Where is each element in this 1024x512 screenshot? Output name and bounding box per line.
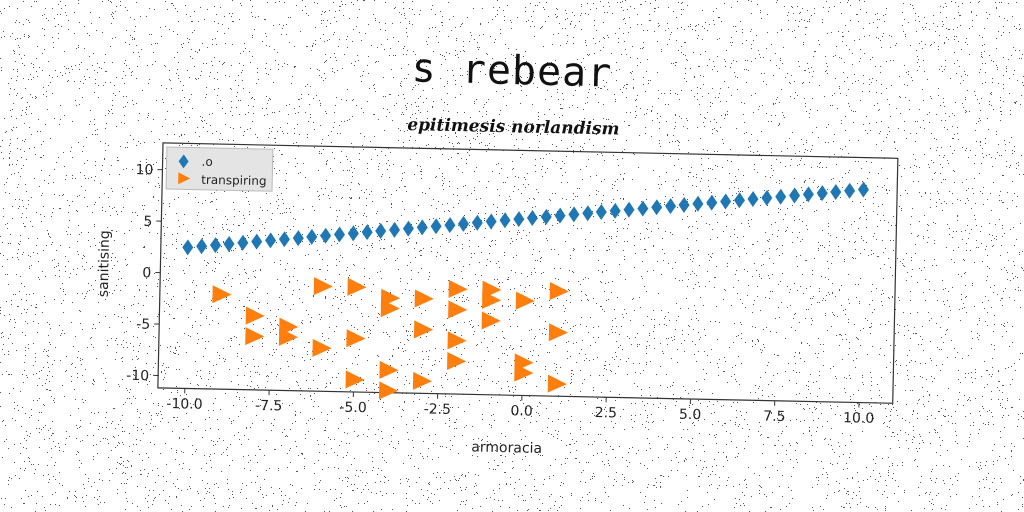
data-point [637, 200, 648, 216]
x-tick-label: 7.5 [763, 409, 786, 425]
x-tick-label: -7.5 [255, 398, 283, 415]
data-point [513, 211, 524, 227]
data-point [293, 230, 304, 246]
y-tick-label: 5 [143, 214, 152, 230]
data-point [651, 199, 662, 215]
chart-title: epitimesis norlandism [407, 115, 620, 139]
data-point [223, 236, 234, 252]
data-point [362, 224, 373, 240]
data-point [334, 226, 345, 242]
data-point [734, 192, 745, 208]
scatter-chart: epitimesis norlandism -10.0 -7.5 -5.0 -2.5 0… [76, 101, 923, 479]
data-point [486, 213, 497, 229]
data-point [678, 197, 689, 213]
data-point [320, 228, 331, 244]
x-tick-label: 5.0 [679, 407, 702, 423]
data-point [312, 339, 331, 357]
data-point [720, 193, 731, 209]
data-point [482, 312, 501, 330]
data-point [844, 183, 855, 199]
data-point [554, 207, 565, 223]
data-point [761, 190, 772, 206]
data-point [210, 237, 221, 253]
data-point [251, 234, 262, 250]
legend-label-0: .o [201, 155, 212, 169]
data-point [314, 277, 333, 295]
chart-container: epitimesis norlandism -10.0 -7.5 -5.0 -2.5 0… [76, 101, 923, 479]
data-point [706, 194, 717, 210]
data-point [596, 204, 607, 220]
data-point [449, 280, 468, 298]
data-point [789, 187, 800, 203]
data-point [541, 209, 552, 225]
data-point [417, 219, 428, 235]
data-point [212, 285, 231, 303]
data-point [472, 215, 483, 231]
data-point [447, 352, 466, 370]
data-point [403, 220, 414, 236]
data-point [775, 189, 786, 205]
data-point [245, 327, 264, 345]
data-point [665, 198, 676, 214]
x-tick-label: -10.0 [166, 396, 203, 413]
data-point [550, 282, 569, 300]
y-tick-label: -5 [136, 317, 150, 333]
x-axis-label: armoracia [471, 439, 542, 456]
series-0 [182, 167, 869, 269]
x-tick-label: 0.0 [510, 403, 533, 419]
x-tick-label: 10.0 [843, 410, 875, 427]
data-point [346, 329, 365, 347]
data-point [375, 223, 386, 239]
x-tick-label: -5.0 [339, 400, 367, 417]
data-point [527, 210, 538, 226]
data-point [623, 202, 634, 218]
data-point [246, 307, 265, 325]
y-tick-label: 10 [135, 162, 153, 178]
data-point [817, 185, 828, 201]
data-point [516, 292, 535, 310]
data-point [379, 381, 398, 399]
data-point [444, 217, 455, 233]
data-point [499, 212, 510, 228]
y-tick-label: -10 [126, 368, 149, 384]
data-point [548, 375, 567, 393]
data-point [196, 238, 207, 254]
data-point [830, 184, 841, 200]
y-axis-label: sanitising [96, 230, 113, 297]
x-tick-label: 2.5 [595, 405, 618, 421]
data-point [379, 361, 398, 379]
data-point [448, 301, 467, 319]
data-point [414, 320, 433, 338]
data-point [348, 225, 359, 241]
data-point [692, 196, 703, 212]
data-point [347, 278, 366, 296]
series-1 [210, 275, 569, 403]
data-point [609, 203, 620, 219]
legend-label-1: transpiring [201, 173, 267, 188]
data-point [389, 222, 400, 238]
data-point [747, 191, 758, 207]
x-tick-label: -2.5 [423, 401, 451, 418]
data-point [345, 370, 364, 388]
data-point [415, 290, 434, 308]
data-point [279, 231, 290, 247]
data-point [413, 372, 432, 390]
data-point [182, 239, 193, 255]
data-point [447, 331, 466, 349]
data-point [237, 235, 248, 251]
data-point [582, 205, 593, 221]
data-point [306, 229, 317, 245]
y-tick-label: 0 [142, 265, 151, 281]
data-point [803, 186, 814, 202]
data-point [549, 323, 568, 341]
data-point [458, 216, 469, 232]
data-point [568, 206, 579, 222]
data-point [265, 232, 276, 248]
data-point [430, 218, 441, 234]
data-point [858, 181, 869, 197]
legend: .o transpiring [166, 147, 273, 191]
